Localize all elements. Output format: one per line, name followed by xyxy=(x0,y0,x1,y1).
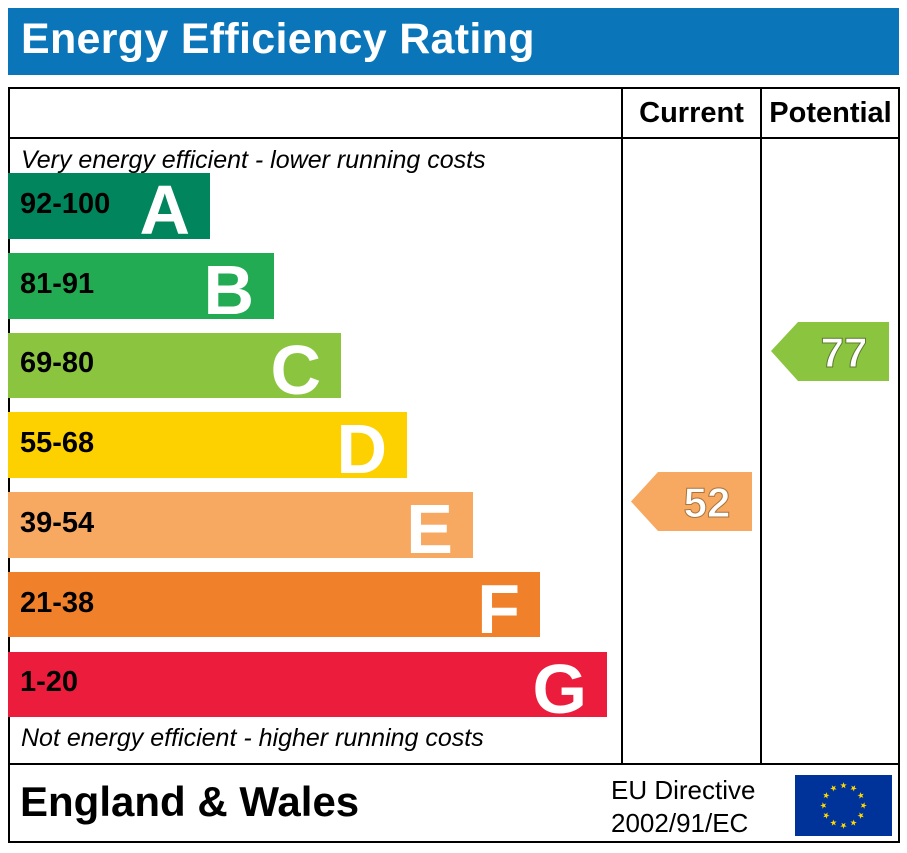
svg-text:52: 52 xyxy=(684,479,731,526)
svg-text:77: 77 xyxy=(821,329,868,376)
